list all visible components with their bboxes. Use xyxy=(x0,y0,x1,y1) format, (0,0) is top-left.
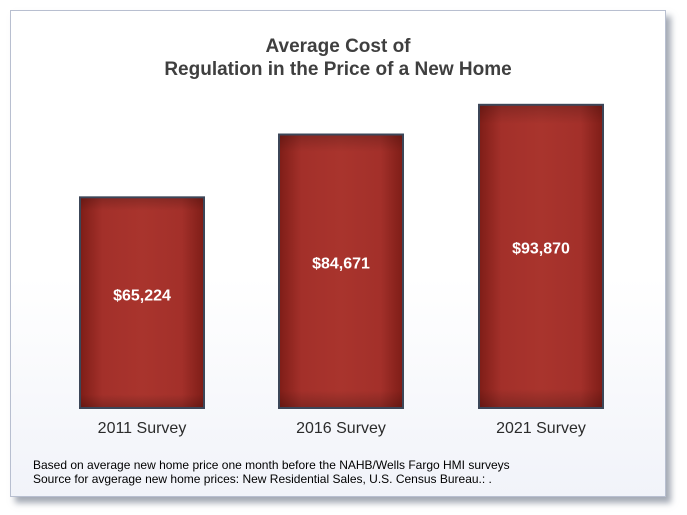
bar-group: $65,224 2011 Survey xyxy=(79,196,205,437)
data-label: $93,870 xyxy=(512,240,570,257)
bar-bevel xyxy=(280,135,402,407)
footnote: Based on average new home price one mont… xyxy=(33,458,510,486)
bar-chart: $65,224 2011 Survey $84,671 2016 Survey $93,… xyxy=(79,103,604,437)
category-label: 2016 Survey xyxy=(296,420,386,437)
data-label: $65,224 xyxy=(113,288,171,305)
bar-group: $84,671 2016 Survey xyxy=(278,133,404,437)
bar-bevel xyxy=(480,105,602,407)
chart-frame: Average Cost of Regulation in the Price … xyxy=(10,10,666,497)
footnote-line-2: Source for avgerage new home prices: New… xyxy=(33,472,492,486)
chart-title: Average Cost of Regulation in the Price … xyxy=(11,35,665,81)
category-label: 2021 Survey xyxy=(496,420,586,437)
bar-bevel xyxy=(81,198,203,407)
category-label: 2011 Survey xyxy=(98,420,187,437)
footnote-line-1: Based on average new home price one mont… xyxy=(33,458,510,472)
chart-title-line-1: Average Cost of xyxy=(265,36,411,57)
data-label: $84,671 xyxy=(312,256,370,273)
bar-group: $93,870 2021 Survey xyxy=(478,103,604,437)
chart-title-line-2: Regulation in the Price of a New Home xyxy=(164,59,512,80)
